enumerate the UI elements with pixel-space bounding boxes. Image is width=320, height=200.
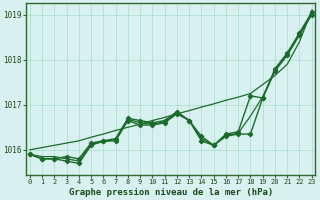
X-axis label: Graphe pression niveau de la mer (hPa): Graphe pression niveau de la mer (hPa) xyxy=(69,188,273,197)
